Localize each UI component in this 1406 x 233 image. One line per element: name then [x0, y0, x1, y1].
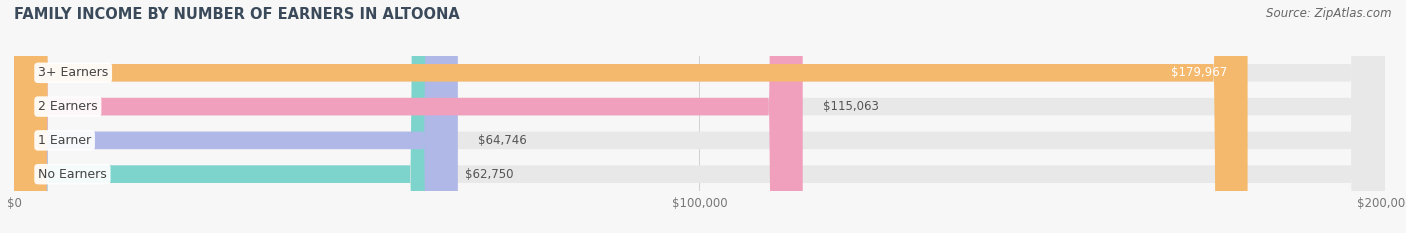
- Text: FAMILY INCOME BY NUMBER OF EARNERS IN ALTOONA: FAMILY INCOME BY NUMBER OF EARNERS IN AL…: [14, 7, 460, 22]
- Text: 2 Earners: 2 Earners: [38, 100, 97, 113]
- Text: 1 Earner: 1 Earner: [38, 134, 91, 147]
- Text: $179,967: $179,967: [1171, 66, 1227, 79]
- FancyBboxPatch shape: [14, 0, 1247, 233]
- Text: $64,746: $64,746: [478, 134, 527, 147]
- FancyBboxPatch shape: [14, 0, 803, 233]
- Text: $115,063: $115,063: [824, 100, 879, 113]
- Text: $62,750: $62,750: [465, 168, 513, 181]
- Text: 3+ Earners: 3+ Earners: [38, 66, 108, 79]
- FancyBboxPatch shape: [14, 0, 1385, 233]
- Text: Source: ZipAtlas.com: Source: ZipAtlas.com: [1267, 7, 1392, 20]
- FancyBboxPatch shape: [14, 0, 444, 233]
- FancyBboxPatch shape: [14, 0, 1385, 233]
- FancyBboxPatch shape: [14, 0, 1385, 233]
- FancyBboxPatch shape: [14, 0, 458, 233]
- Text: No Earners: No Earners: [38, 168, 107, 181]
- FancyBboxPatch shape: [14, 0, 1385, 233]
